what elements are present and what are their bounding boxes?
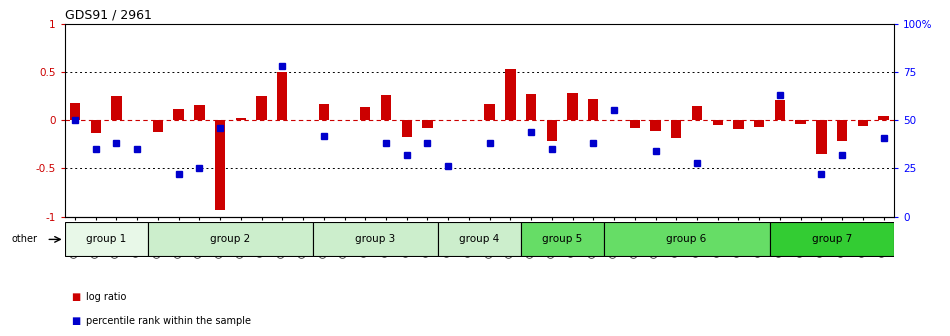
- Text: log ratio: log ratio: [86, 292, 127, 302]
- Text: percentile rank within the sample: percentile rank within the sample: [86, 316, 252, 326]
- Text: ■: ■: [71, 292, 81, 302]
- Bar: [775, 100, 785, 120]
- Bar: [630, 120, 640, 128]
- Bar: [484, 104, 495, 120]
- Text: group 4: group 4: [459, 235, 500, 244]
- Bar: [277, 72, 288, 120]
- Bar: [381, 95, 391, 120]
- Bar: [174, 109, 183, 120]
- Text: group 5: group 5: [542, 235, 582, 244]
- Bar: [588, 99, 598, 120]
- Text: other: other: [11, 234, 37, 244]
- Bar: [422, 120, 432, 128]
- Bar: [314, 222, 438, 256]
- Bar: [521, 222, 603, 256]
- Bar: [567, 93, 578, 120]
- Bar: [402, 120, 412, 136]
- Text: group 7: group 7: [811, 235, 852, 244]
- Text: group 1: group 1: [86, 235, 126, 244]
- Bar: [692, 106, 702, 120]
- Bar: [153, 120, 163, 132]
- Bar: [651, 120, 660, 131]
- Bar: [712, 120, 723, 125]
- Bar: [111, 96, 122, 120]
- Bar: [256, 96, 267, 120]
- Bar: [879, 116, 889, 120]
- Bar: [858, 120, 868, 126]
- Bar: [671, 120, 681, 138]
- Bar: [795, 120, 806, 124]
- Bar: [360, 107, 370, 120]
- Bar: [69, 103, 80, 120]
- Text: group 3: group 3: [355, 235, 396, 244]
- Bar: [837, 120, 847, 141]
- Text: group 6: group 6: [667, 235, 707, 244]
- Text: group 2: group 2: [210, 235, 251, 244]
- Bar: [546, 120, 557, 141]
- Bar: [438, 222, 521, 256]
- Bar: [65, 222, 147, 256]
- Bar: [816, 120, 826, 154]
- Bar: [90, 120, 101, 133]
- Bar: [194, 105, 204, 120]
- Bar: [526, 94, 537, 120]
- Text: GDS91 / 2961: GDS91 / 2961: [65, 8, 151, 22]
- Bar: [236, 118, 246, 120]
- Bar: [603, 222, 770, 256]
- Text: ■: ■: [71, 316, 81, 326]
- Bar: [147, 222, 314, 256]
- Bar: [754, 120, 765, 127]
- Bar: [318, 104, 329, 120]
- Bar: [770, 222, 894, 256]
- Bar: [215, 120, 225, 210]
- Bar: [505, 69, 516, 120]
- Bar: [733, 120, 744, 129]
